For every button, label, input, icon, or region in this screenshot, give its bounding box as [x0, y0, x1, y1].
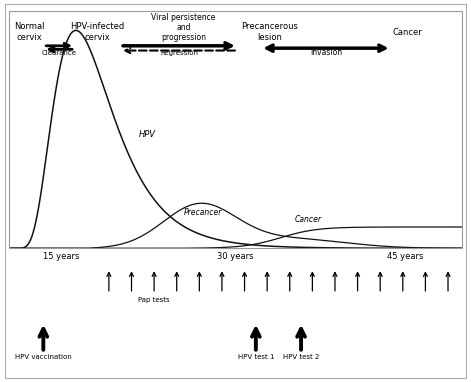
- Text: Invasion: Invasion: [310, 48, 342, 57]
- Text: Cancer: Cancer: [294, 215, 321, 224]
- Text: Normal
cervix: Normal cervix: [15, 22, 45, 42]
- Text: HPV test 1: HPV test 1: [237, 354, 274, 360]
- Text: HPV-infected
cervix: HPV-infected cervix: [71, 22, 125, 42]
- Text: HPV vaccination: HPV vaccination: [15, 354, 72, 360]
- Text: 30 years: 30 years: [217, 252, 254, 261]
- Text: Pap tests: Pap tests: [138, 297, 170, 303]
- Text: Regression: Regression: [160, 50, 198, 56]
- Text: HPV test 2: HPV test 2: [283, 354, 319, 360]
- Text: Precancer: Precancer: [184, 208, 222, 217]
- Text: Precancerous
lesion: Precancerous lesion: [241, 22, 298, 42]
- Text: Clearance: Clearance: [41, 50, 77, 56]
- Text: Viral persistence
and
progression: Viral persistence and progression: [151, 13, 216, 42]
- Text: HPV: HPV: [138, 130, 155, 139]
- Text: Cancer: Cancer: [392, 28, 422, 37]
- Text: 15 years: 15 years: [43, 252, 80, 261]
- Text: 45 years: 45 years: [387, 252, 423, 261]
